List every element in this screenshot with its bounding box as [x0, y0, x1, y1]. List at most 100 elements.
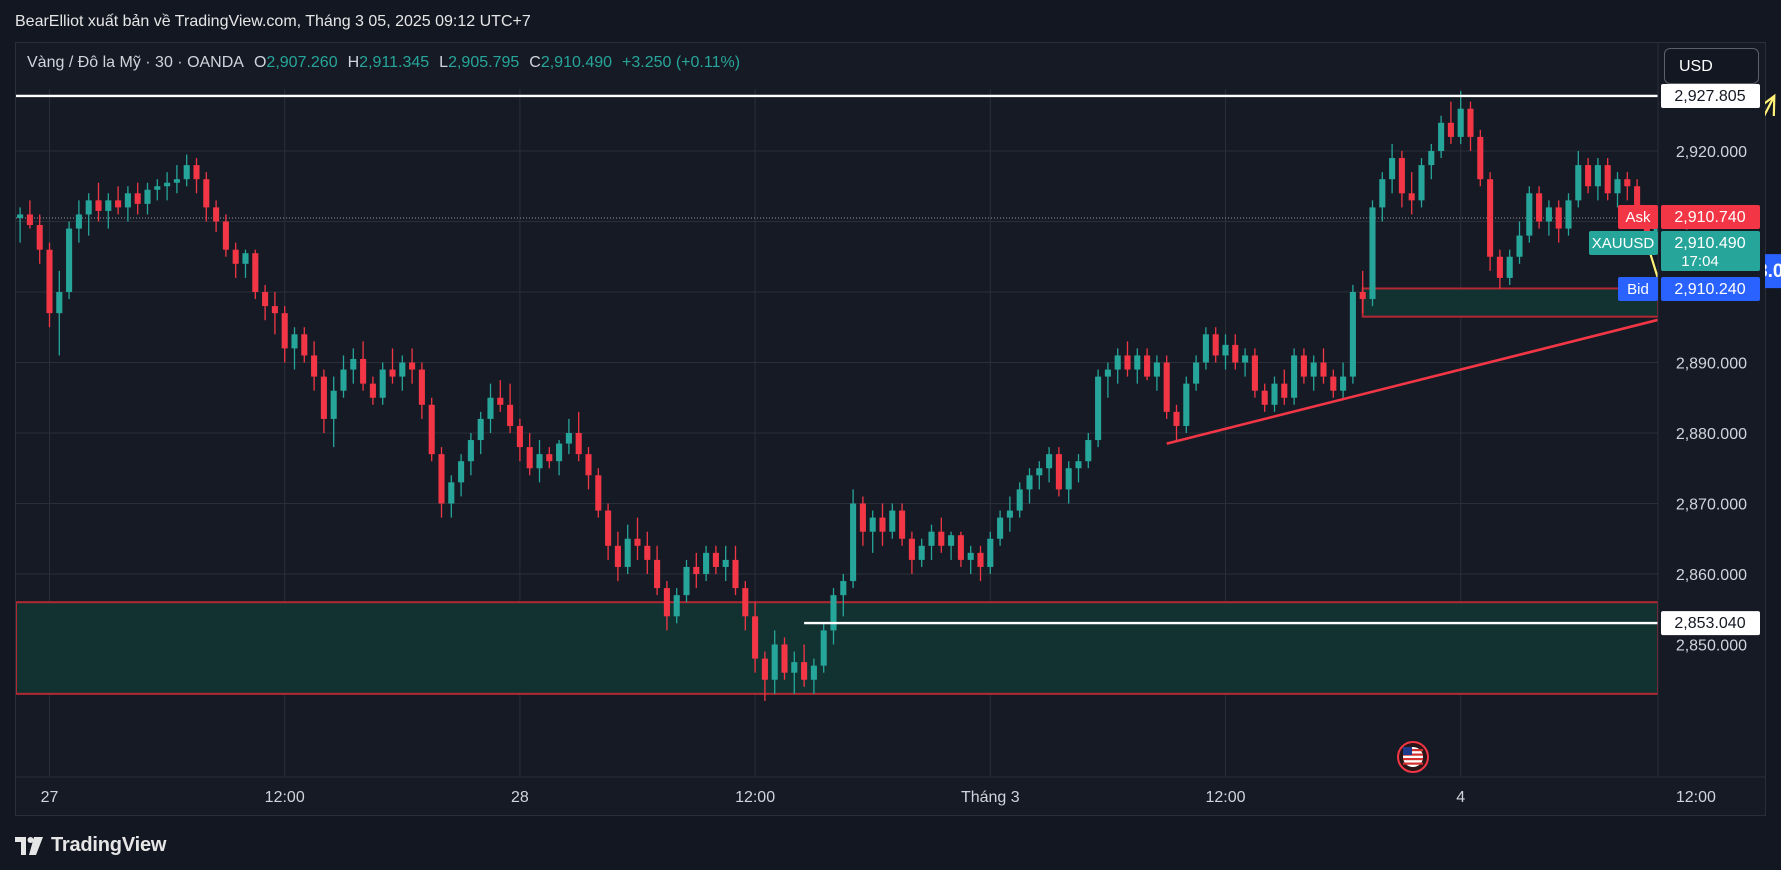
- candle-body: [409, 362, 416, 370]
- ask-badge: [1618, 205, 1658, 229]
- time-axis[interactable]: [16, 777, 1765, 815]
- tradingview-logo[interactable]: TradingView: [15, 834, 166, 857]
- candle-body: [252, 253, 259, 292]
- candle-body: [526, 447, 533, 469]
- candle-up: [340, 355, 347, 398]
- level-price-tag-box: [1661, 611, 1760, 636]
- candle-body: [1006, 510, 1013, 518]
- candle-down: [271, 292, 278, 335]
- flag-stripe: [1403, 758, 1423, 761]
- candle-body: [634, 538, 641, 546]
- candle-body: [164, 182, 171, 187]
- candle-down: [585, 447, 592, 490]
- candle-up: [1438, 115, 1445, 159]
- high-label: H: [347, 54, 360, 71]
- candle-up: [1114, 348, 1121, 384]
- candle-body: [1320, 362, 1327, 377]
- us-flag-icon[interactable]: [1397, 741, 1429, 773]
- candle-up: [673, 588, 680, 624]
- demand-zone-lower[interactable]: [16, 601, 1658, 695]
- candle-up: [889, 503, 896, 539]
- candle-body: [448, 482, 455, 504]
- candlestick-chart[interactable]: 2,898.000 2,920.0002,910.0002,900.0002,8…: [0, 0, 1781, 816]
- candle-body: [1261, 390, 1268, 405]
- candle-down: [1496, 249, 1503, 289]
- candle-body: [330, 390, 337, 419]
- candle-body: [791, 662, 798, 673]
- candle-body: [595, 475, 602, 511]
- candle-up: [1153, 355, 1160, 391]
- candle-body: [879, 517, 886, 532]
- candle-down: [605, 503, 612, 560]
- time-tick-label: 27: [41, 789, 59, 806]
- candle-body: [732, 559, 739, 589]
- candle-down: [957, 531, 964, 567]
- candle-up: [1389, 143, 1396, 194]
- candle-down: [663, 581, 670, 631]
- candle-body: [673, 595, 680, 617]
- candle-body: [1457, 108, 1464, 137]
- candle-body: [1389, 158, 1396, 180]
- demand-zone-upper[interactable]: [1361, 287, 1658, 318]
- candle-up: [1271, 376, 1278, 412]
- candle-down: [1536, 186, 1543, 229]
- candle-down: [614, 531, 621, 582]
- candle-body: [1281, 383, 1288, 398]
- currency-button[interactable]: USD: [1664, 48, 1759, 84]
- price-axis[interactable]: [1658, 43, 1765, 777]
- candle-up: [1104, 362, 1111, 398]
- candle-body: [752, 616, 759, 659]
- candle-down: [438, 447, 445, 518]
- candle-body: [350, 358, 357, 370]
- candle-up: [1418, 158, 1425, 208]
- candle-body: [1408, 193, 1415, 201]
- ask-price-tag-label: 2,910.740: [1674, 209, 1745, 226]
- candle-up: [1349, 284, 1356, 384]
- candle-up: [1565, 193, 1572, 236]
- price-tick-label: 2,920.000: [1676, 144, 1747, 161]
- candle-body: [271, 306, 278, 314]
- candle-body: [1487, 179, 1494, 257]
- candle-body: [928, 531, 935, 546]
- candle-body: [977, 552, 984, 567]
- candle-body: [320, 376, 327, 419]
- candle-down: [1585, 158, 1592, 194]
- candle-up: [722, 545, 729, 582]
- price-tick-label: 2,880.000: [1676, 426, 1747, 443]
- candle-body: [742, 588, 749, 617]
- candle-body: [1585, 165, 1592, 187]
- candle-body: [36, 225, 43, 250]
- candle-body: [1291, 355, 1298, 398]
- time-tick-label: 12:00: [265, 789, 305, 806]
- symbol-description[interactable]: Vàng / Đô la Mỹ · 30 · OANDA: [27, 54, 244, 71]
- candle-body: [1467, 108, 1474, 137]
- candle-up: [1065, 461, 1072, 504]
- ask-price-tag-box: [1661, 205, 1760, 229]
- candle-body: [1046, 454, 1053, 469]
- candle-body: [1477, 136, 1484, 180]
- candle-up: [242, 249, 249, 278]
- candle-body: [46, 249, 53, 314]
- candle-body: [663, 588, 670, 617]
- candle-up: [56, 270, 63, 356]
- candle-body: [1349, 292, 1356, 377]
- candle-down: [418, 362, 425, 419]
- candle-down: [908, 531, 915, 574]
- bid-price-tag-label: 2,910.240: [1674, 281, 1745, 298]
- candle-body: [105, 200, 112, 211]
- candle-down: [369, 376, 376, 405]
- candle-up: [458, 454, 465, 497]
- candle-up: [987, 531, 994, 574]
- candle-down: [26, 200, 33, 229]
- candle-body: [26, 214, 33, 226]
- candle-down: [1124, 341, 1131, 377]
- candle-up: [1575, 151, 1582, 208]
- candle-down: [95, 182, 102, 222]
- candle-up: [820, 623, 827, 673]
- candle-down: [1281, 369, 1288, 405]
- tradingview-logo-icon: [15, 836, 43, 855]
- candle-body: [173, 179, 180, 183]
- trendline[interactable]: [1166, 299, 1736, 445]
- candle-body: [418, 369, 425, 405]
- candle-body: [1222, 344, 1229, 356]
